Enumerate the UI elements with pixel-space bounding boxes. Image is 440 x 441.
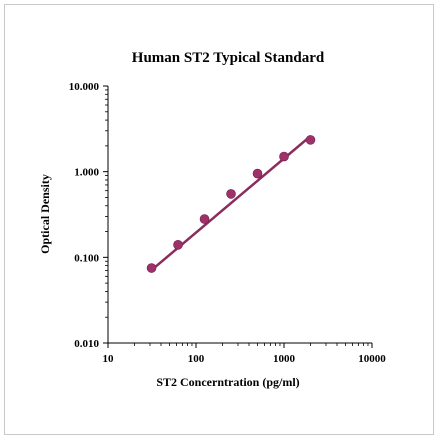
data-points: [146, 135, 316, 273]
x-axis-label: ST2 Concerntration (pg/ml): [156, 375, 299, 389]
data-point: [226, 189, 236, 199]
y-tick-label: 10.000: [69, 81, 100, 93]
data-point: [199, 214, 210, 224]
data-point: [252, 168, 263, 179]
ticks: 10.000 1.000 0.100 0.010 10 100 1000 10000: [69, 81, 387, 365]
chart-title: Human ST2 Typical Standard: [132, 50, 325, 66]
data-point: [146, 263, 157, 273]
x-tick-label: 100: [188, 353, 205, 365]
y-tick-label: 0.010: [74, 338, 99, 350]
y-axis-label: Optical Density: [38, 174, 52, 254]
x-tick-label: 1000: [273, 353, 296, 365]
y-tick-label: 0.100: [74, 252, 99, 264]
data-point: [279, 151, 289, 162]
y-tick-label: 1.000: [74, 167, 99, 179]
data-point: [305, 135, 316, 145]
x-tick-label: 10: [103, 353, 115, 365]
data-point: [173, 240, 183, 250]
axes: [107, 86, 372, 344]
chart-frame: [4, 4, 434, 435]
x-tick-label: 10000: [358, 353, 386, 365]
